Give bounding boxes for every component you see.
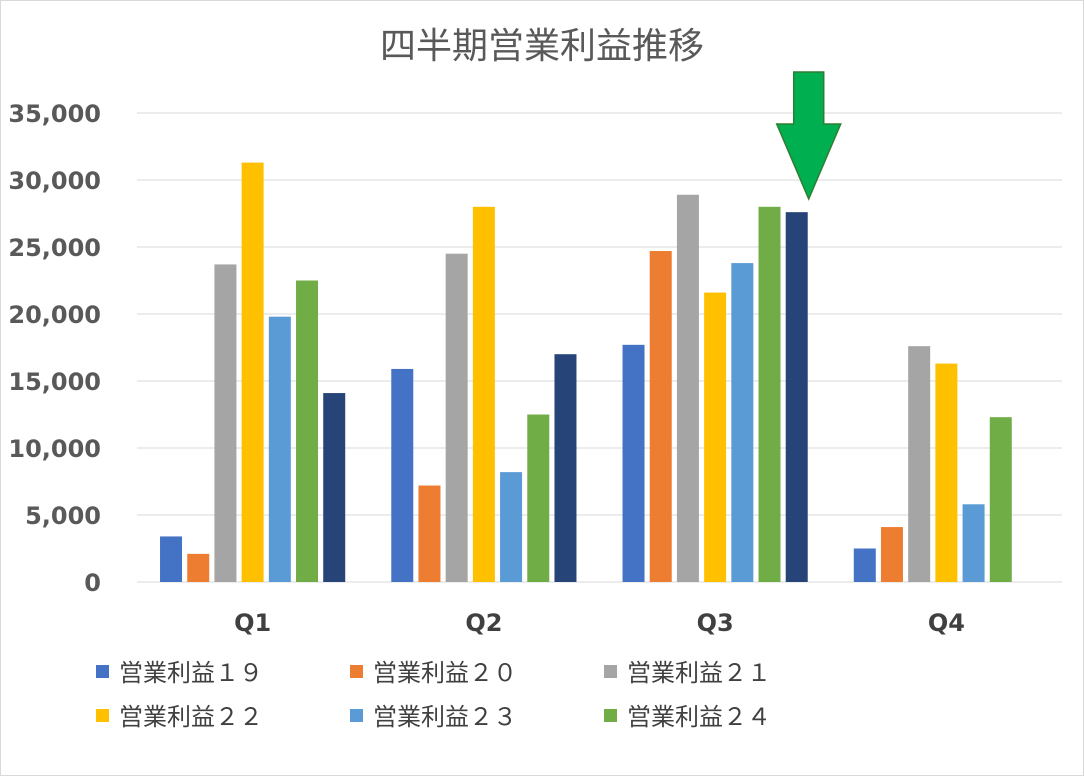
legend-label: 営業利益２３ <box>373 703 517 731</box>
legend-label: 営業利益２０ <box>373 659 517 687</box>
legend-swatch <box>350 709 363 722</box>
bar-series-2-q4 <box>880 527 903 582</box>
bar-series-4-q3 <box>704 292 727 582</box>
x-axis-ticks: Q1 Q2 Q3 Q4 <box>234 609 965 637</box>
bar-series-2-q3 <box>649 251 672 582</box>
legend-swatch <box>350 665 363 678</box>
bar-series-6-q2 <box>527 414 550 582</box>
bar-series-3-q3 <box>676 194 699 583</box>
bar-series-1-q1 <box>160 536 183 582</box>
bar-series-4-q2 <box>472 206 495 583</box>
y-tick-label: 15,000 <box>8 368 101 396</box>
y-tick-label: 35,000 <box>8 100 101 128</box>
bars <box>160 162 1012 583</box>
x-tick-label: Q1 <box>234 609 271 637</box>
legend-label: 営業利益２１ <box>627 659 771 687</box>
green-down-arrow-icon <box>775 71 842 201</box>
highlight-arrow <box>775 71 842 201</box>
legend-swatch <box>96 665 109 678</box>
y-axis-ticks: 0 5,000 10,000 15,000 20,000 25,000 30,000 35,0… <box>8 100 101 597</box>
bar-series-6-q4 <box>989 417 1012 582</box>
y-tick-label: 20,000 <box>8 301 101 329</box>
bar-series-3-q2 <box>445 253 468 582</box>
bar-series-7-q1 <box>323 393 346 582</box>
bar-series-2-q2 <box>418 485 441 582</box>
bar-series-4-q4 <box>935 363 958 582</box>
bar-series-3-q4 <box>908 346 931 582</box>
bar-series-4-q1 <box>241 162 264 582</box>
gridlines <box>137 112 1062 583</box>
bar-series-5-q4 <box>962 504 985 582</box>
y-tick-label: 10,000 <box>8 435 101 463</box>
bar-series-2-q1 <box>187 553 210 582</box>
legend-label: 営業利益１９ <box>119 659 263 687</box>
x-tick-label: Q2 <box>465 609 502 637</box>
legend-swatch <box>604 709 617 722</box>
bar-series-7-q2 <box>554 354 577 582</box>
legend-swatch <box>96 709 109 722</box>
bar-series-5-q2 <box>500 472 523 582</box>
x-tick-label: Q3 <box>697 609 734 637</box>
chart-title: 四半期営業利益推移 <box>380 26 704 67</box>
x-tick-label: Q4 <box>928 609 965 637</box>
y-tick-label: 0 <box>84 569 101 597</box>
bar-series-6-q1 <box>296 280 319 582</box>
bar-series-1-q4 <box>853 548 876 582</box>
bar-series-6-q3 <box>758 206 781 583</box>
bar-series-7-q3 <box>785 212 808 582</box>
bar-series-1-q3 <box>622 344 645 582</box>
legend-label: 営業利益２２ <box>119 703 263 731</box>
legend-swatch <box>604 665 617 678</box>
y-tick-label: 5,000 <box>25 502 101 530</box>
bar-series-3-q1 <box>214 264 237 582</box>
legend-label: 営業利益２４ <box>627 703 771 731</box>
y-tick-label: 30,000 <box>8 167 101 195</box>
bar-series-1-q2 <box>391 368 414 582</box>
legend: 営業利益１９ 営業利益２０ 営業利益２１ 営業利益２２ 営業利益２３ 営業利益２４ <box>96 659 771 731</box>
y-tick-label: 25,000 <box>8 234 101 262</box>
bar-series-5-q3 <box>731 263 754 582</box>
bar-series-5-q1 <box>268 316 291 582</box>
